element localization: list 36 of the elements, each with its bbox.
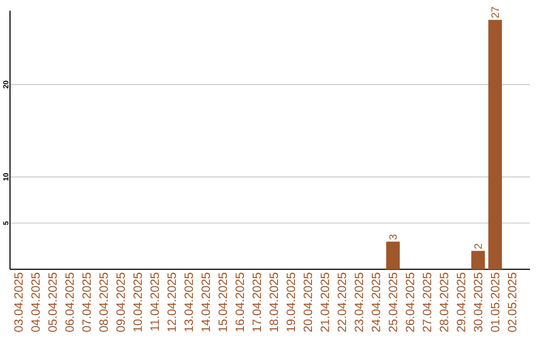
x-tick-label: 28.04.2025 <box>440 272 448 332</box>
bar <box>386 242 400 270</box>
x-tick-label: 07.04.2025 <box>82 272 91 332</box>
x-tick-label: 06.04.2025 <box>65 272 74 332</box>
x-tick-label: 02.05.2025 <box>508 272 516 332</box>
x-tick-label: 13.04.2025 <box>184 272 193 332</box>
x-tick-label: 12.04.2025 <box>167 272 176 332</box>
x-tick-label: 16.04.2025 <box>236 272 244 332</box>
bar <box>471 250 485 270</box>
x-tick-label: 09.04.2025 <box>116 272 125 332</box>
x-tick-label: 14.04.2025 <box>201 272 210 332</box>
x-tick-label: 29.04.2025 <box>456 272 466 332</box>
x-tick-label: 27.04.2025 <box>422 272 432 332</box>
x-tick-label: 04.04.2025 <box>31 272 40 332</box>
x-tick-label: 11.04.2025 <box>150 272 159 331</box>
x-tick-label: 05.04.2025 <box>48 272 57 332</box>
x-tick-label: 23.04.2025 <box>354 272 364 332</box>
x-tick-label: 21.04.2025 <box>320 272 330 332</box>
bar <box>488 20 502 270</box>
x-tick-label: 22.04.2025 <box>338 272 346 332</box>
x-tick-label: 17.04.2025 <box>252 272 262 332</box>
x-tick-label: 20.04.2025 <box>304 272 312 332</box>
data-label: 3 <box>389 234 397 240</box>
x-tick-label: 30.04.2025 <box>474 272 482 332</box>
x-tick-label: 15.04.2025 <box>218 272 228 332</box>
x-tick-label: 26.04.2025 <box>406 272 414 332</box>
data-label: 27 <box>491 6 499 18</box>
x-tick-label: 24.04.2025 <box>372 272 380 332</box>
x-tick-label: 18.04.2025 <box>270 272 278 332</box>
x-tick-label: 10.04.2025 <box>133 272 142 332</box>
x-tick-label: 19.04.2025 <box>286 272 296 332</box>
x-tick-label: 25.04.2025 <box>388 272 398 332</box>
data-label: 2 <box>474 244 482 249</box>
x-tick-label: 01.05.2025 <box>490 272 500 332</box>
x-tick-label: 03.04.2025 <box>14 272 23 332</box>
x-tick-label: 08.04.2025 <box>99 272 108 332</box>
